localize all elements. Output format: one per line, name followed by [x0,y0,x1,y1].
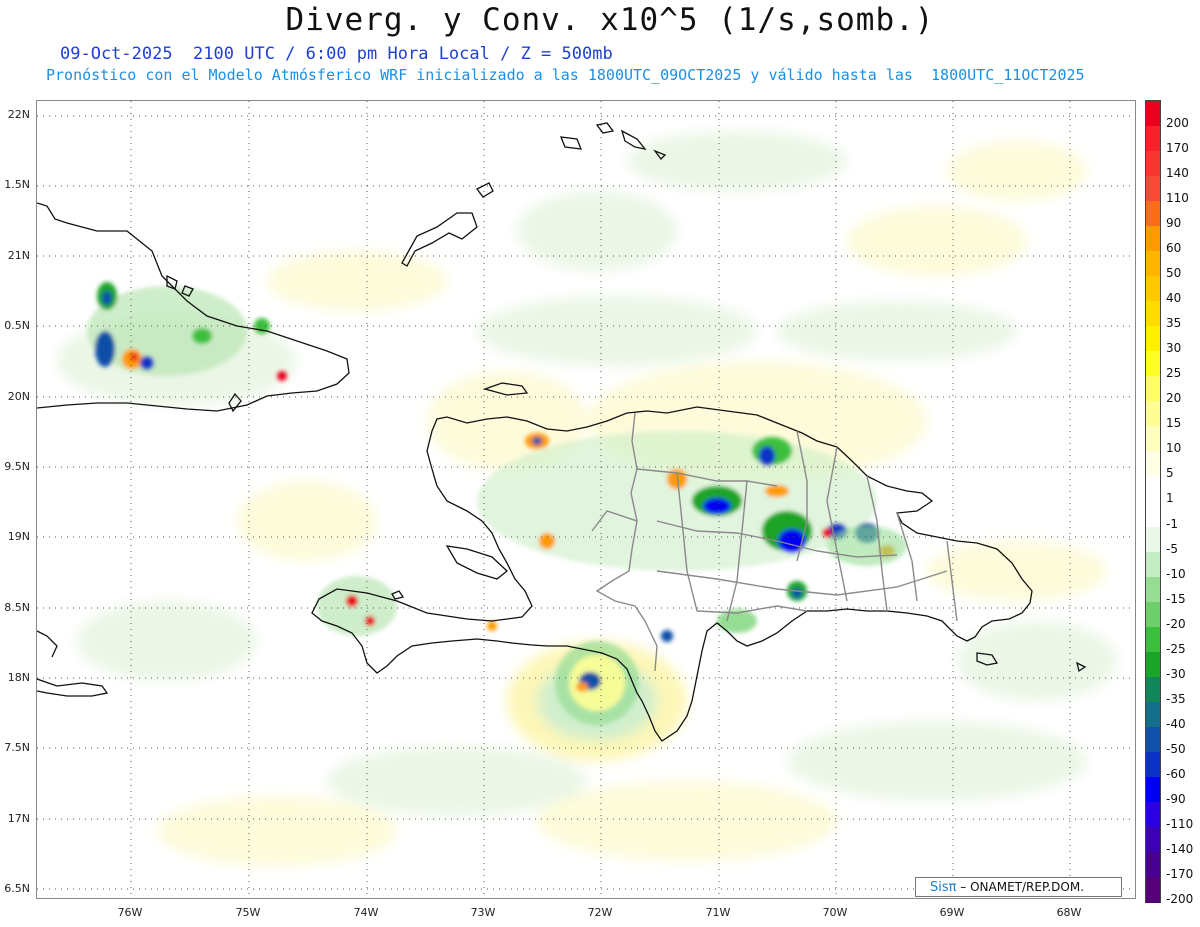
colorbar-segment [1146,426,1160,452]
colorbar-label: 110 [1166,191,1189,206]
colorbar-segment [1146,601,1160,628]
colorbar-label: -10 [1166,566,1186,581]
lon-label: 71W [705,906,731,919]
colorbar-label: 15 [1166,416,1182,431]
field-background [57,131,1117,866]
colorbar-segment [1146,576,1160,603]
lon-label: 76W [117,906,143,919]
colorbar-segment [1146,751,1160,778]
colorbar-label: -110 [1166,816,1194,831]
colorbar-segment [1146,126,1160,152]
colorbar-label: -5 [1166,541,1178,556]
colorbar-segment [1146,476,1160,502]
lon-label: 69W [939,906,965,919]
colorbar-label: -140 [1166,841,1194,856]
colorbar-label: 200 [1166,116,1189,130]
lat-label: 18N [7,671,30,684]
subtitle-model-info: Pronóstico con el Modelo Atmósferico WRF… [46,66,1085,84]
colorbar-segment [1146,801,1160,828]
colorbar-segment [1146,401,1160,427]
colorbar-label: -35 [1166,691,1186,706]
colorbar-label: 30 [1166,341,1182,356]
province-boundaries [591,412,958,672]
colorbar-segment [1146,776,1160,803]
colorbar-segment [1146,526,1160,553]
colorbar-segment [1146,151,1160,177]
colorbar-label: 35 [1166,316,1182,331]
lat-label: 7.5N [4,741,30,754]
colorbar-label: 5 [1166,466,1174,481]
lat-label: 1.5N [4,178,30,191]
credit-box: Sisπ – ONAMET/REP.DOM. [915,877,1122,897]
colorbar-segment [1146,226,1160,252]
colorbar-segment [1146,851,1160,878]
chart-title: Diverg. y Conv. x10^5 (1/s,somb.) [285,2,935,38]
colorbar-label: -30 [1166,666,1186,681]
colorbar-label: 60 [1166,241,1182,256]
colorbar-segment [1146,626,1160,653]
colorbar-segment [1146,276,1160,302]
colorbar [1145,100,1161,903]
colorbar-label: -20 [1166,616,1186,631]
colorbar-segment [1146,451,1160,477]
colorbar-label: -90 [1166,791,1186,806]
subtitle-date: 09-Oct-2025 2100 UTC / 6:00 pm Hora Loca… [60,44,613,64]
map-canvas [37,101,1135,898]
colorbar-segment [1146,876,1160,903]
lat-label: 0.5N [4,319,30,332]
lon-label: 68W [1056,906,1082,919]
colorbar-segment [1146,501,1160,528]
colorbar-segment [1146,301,1160,327]
colorbar-label: 40 [1166,291,1182,306]
lat-label: 6.5N [4,882,30,895]
colorbar-label: 90 [1166,216,1182,231]
colorbar-label: -1 [1166,516,1178,531]
colorbar-segment [1146,351,1160,377]
colorbar-segment [1146,326,1160,352]
colorbar-label: 20 [1166,391,1182,406]
colorbar-label: -40 [1166,716,1186,731]
lat-label: 8.5N [4,601,30,614]
credit-text: – ONAMET/REP.DOM. [960,880,1085,894]
map-panel [36,100,1136,899]
colorbar-segment [1146,676,1160,703]
colorbar-label: -60 [1166,766,1186,781]
colorbar-label: -25 [1166,641,1186,656]
colorbar-segment [1146,176,1160,202]
lon-label: 72W [587,906,613,919]
colorbar-segment [1146,826,1160,853]
lat-label: 9.5N [4,460,30,473]
colorbar-label: -15 [1166,591,1186,606]
sispi-logo: Sisπ [930,880,957,895]
colorbar-segment [1146,376,1160,402]
colorbar-segment [1146,551,1160,578]
colorbar-segment [1146,201,1160,227]
lat-label: 22N [7,108,30,121]
lat-label: 17N [7,812,30,825]
colorbar-label: -50 [1166,741,1186,756]
lat-label: 20N [7,390,30,403]
colorbar-label: 170 [1166,141,1189,156]
lon-label: 75W [235,906,261,919]
colorbar-segment [1146,101,1160,127]
lon-label: 70W [822,906,848,919]
lat-label: 19N [7,530,30,543]
lon-label: 73W [470,906,496,919]
colorbar-segment [1146,701,1160,728]
colorbar-segment [1146,251,1160,277]
colorbar-label: 25 [1166,366,1182,381]
colorbar-label: -170 [1166,866,1194,881]
lat-label: 21N [7,249,30,262]
colorbar-label: -200 [1166,891,1194,906]
colorbar-label: 1 [1166,491,1174,506]
colorbar-label: 10 [1166,441,1182,456]
colorbar-label: 140 [1166,166,1189,181]
lon-label: 74W [353,906,379,919]
colorbar-label: 50 [1166,266,1182,281]
colorbar-segment [1146,726,1160,753]
colorbar-segment [1146,651,1160,678]
